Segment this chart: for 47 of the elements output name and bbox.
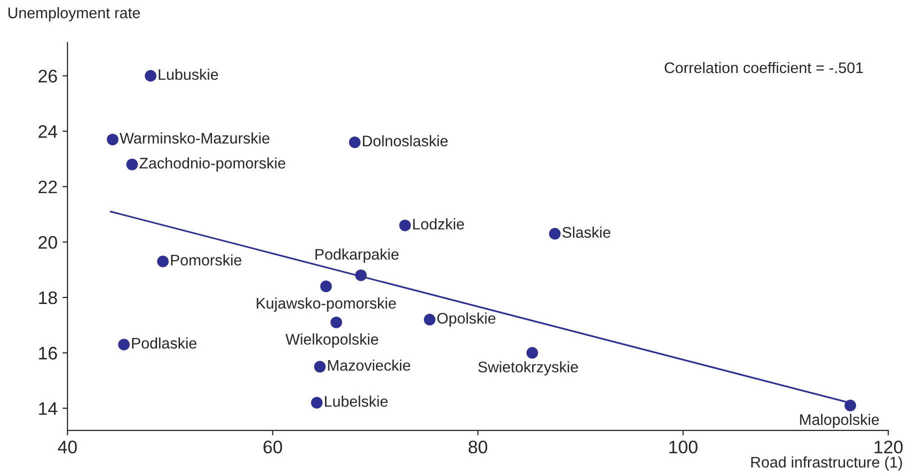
data-label: Opolskie <box>437 312 496 327</box>
point <box>144 70 156 82</box>
point <box>399 220 411 232</box>
y-tick-label: 24 <box>38 125 58 138</box>
x-axis-title: Road infrastructure (1) <box>751 456 902 471</box>
data-label: Lubuskie <box>158 68 218 80</box>
data-label: Lubelskie <box>325 396 388 407</box>
point <box>106 134 118 146</box>
y-tick-label: 16 <box>39 346 57 360</box>
data-label: Warminsko-Mazurskie <box>120 132 270 144</box>
point <box>118 338 130 350</box>
data-label: Podkarpakie <box>316 248 399 263</box>
data-label: Podlaskie <box>132 337 196 349</box>
y-tick-label: 18 <box>39 291 57 304</box>
point <box>330 316 342 328</box>
y-tick-label: 22 <box>38 180 57 194</box>
point <box>314 360 326 373</box>
x-tick-label: 120 <box>874 440 903 454</box>
data-label: Malopolskie <box>800 414 879 428</box>
data-label: Wielkopolskie <box>286 333 378 348</box>
x-tick-label: 100 <box>669 440 698 454</box>
point <box>844 400 856 412</box>
point <box>348 136 361 148</box>
y-tick-label: 20 <box>38 236 58 249</box>
data-label: Slaskie <box>562 226 610 238</box>
point <box>126 158 138 170</box>
data-label: Dolnoslaskie <box>362 135 448 146</box>
x-tick-label: 80 <box>468 440 488 454</box>
point <box>549 228 561 240</box>
y-tick-label: 26 <box>38 70 57 83</box>
x-tick-label: 40 <box>58 440 77 454</box>
annotation: Correlation coefficient = -.501 <box>664 62 863 74</box>
data-label: Mazovieckie <box>328 360 410 371</box>
point <box>526 347 538 359</box>
data-label: Zachodnio-pomorskie <box>140 157 286 172</box>
point <box>157 256 169 268</box>
y-axis-title: Unemployment rate <box>8 7 140 22</box>
point <box>355 269 367 282</box>
data-label: Kujawsko-pomorskie <box>256 297 396 312</box>
y-tick-label: 14 <box>39 402 58 415</box>
point <box>310 396 323 409</box>
x-tick-label: 60 <box>264 440 282 454</box>
point <box>424 314 436 326</box>
data-label: Lodzkie <box>413 218 464 230</box>
data-label: Pomorskie <box>171 254 242 266</box>
data-label: Swietokrzyskie <box>478 361 578 376</box>
point <box>320 280 332 292</box>
